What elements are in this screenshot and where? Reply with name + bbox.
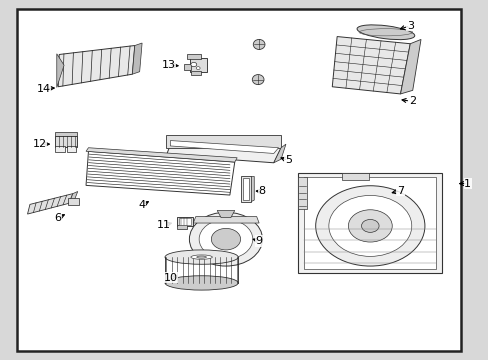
Text: 4: 4 xyxy=(138,200,145,210)
Bar xyxy=(190,71,200,75)
Bar xyxy=(166,135,281,148)
Polygon shape xyxy=(341,173,368,180)
Bar xyxy=(177,217,192,226)
Text: 9: 9 xyxy=(255,236,262,246)
Bar xyxy=(189,58,206,72)
Ellipse shape xyxy=(164,250,238,264)
Polygon shape xyxy=(298,173,441,273)
Text: 14: 14 xyxy=(37,84,51,94)
Polygon shape xyxy=(132,43,142,74)
Text: 7: 7 xyxy=(396,186,403,196)
Polygon shape xyxy=(400,40,420,94)
Ellipse shape xyxy=(211,228,240,250)
Polygon shape xyxy=(193,217,259,223)
Ellipse shape xyxy=(252,75,264,85)
Bar xyxy=(240,176,251,202)
Text: 8: 8 xyxy=(258,186,265,197)
Polygon shape xyxy=(58,45,135,87)
Bar xyxy=(55,146,65,152)
Bar xyxy=(242,178,249,200)
Bar xyxy=(177,225,186,229)
Text: 3: 3 xyxy=(406,21,413,31)
Ellipse shape xyxy=(328,195,411,256)
Ellipse shape xyxy=(315,186,424,266)
Ellipse shape xyxy=(356,25,414,40)
Ellipse shape xyxy=(196,67,200,69)
Text: 1: 1 xyxy=(464,179,470,189)
Text: 2: 2 xyxy=(408,96,415,106)
Ellipse shape xyxy=(196,256,206,258)
Polygon shape xyxy=(251,176,254,202)
Polygon shape xyxy=(304,177,435,269)
Polygon shape xyxy=(166,140,281,163)
Ellipse shape xyxy=(190,255,212,259)
Ellipse shape xyxy=(199,220,252,259)
Bar xyxy=(179,218,190,225)
Text: 5: 5 xyxy=(285,155,291,165)
Polygon shape xyxy=(86,151,234,195)
Ellipse shape xyxy=(361,220,378,232)
Bar xyxy=(68,198,79,205)
Polygon shape xyxy=(57,54,64,87)
Ellipse shape xyxy=(347,210,391,242)
Text: 11: 11 xyxy=(157,220,171,230)
Text: 6: 6 xyxy=(55,213,61,222)
Polygon shape xyxy=(27,194,73,214)
Ellipse shape xyxy=(253,40,264,49)
Polygon shape xyxy=(69,192,78,203)
Polygon shape xyxy=(331,37,409,94)
Polygon shape xyxy=(170,140,278,153)
Polygon shape xyxy=(273,144,285,163)
Polygon shape xyxy=(217,211,234,218)
Polygon shape xyxy=(86,148,237,162)
Polygon shape xyxy=(298,177,306,209)
Ellipse shape xyxy=(190,62,196,67)
Bar xyxy=(55,136,77,147)
Bar xyxy=(55,132,77,136)
Bar xyxy=(66,146,76,152)
Text: 12: 12 xyxy=(33,139,47,149)
Ellipse shape xyxy=(189,212,262,266)
Bar xyxy=(186,54,200,59)
Bar xyxy=(183,64,191,69)
Ellipse shape xyxy=(164,276,238,290)
Text: 13: 13 xyxy=(162,60,176,70)
Text: 10: 10 xyxy=(163,273,177,283)
